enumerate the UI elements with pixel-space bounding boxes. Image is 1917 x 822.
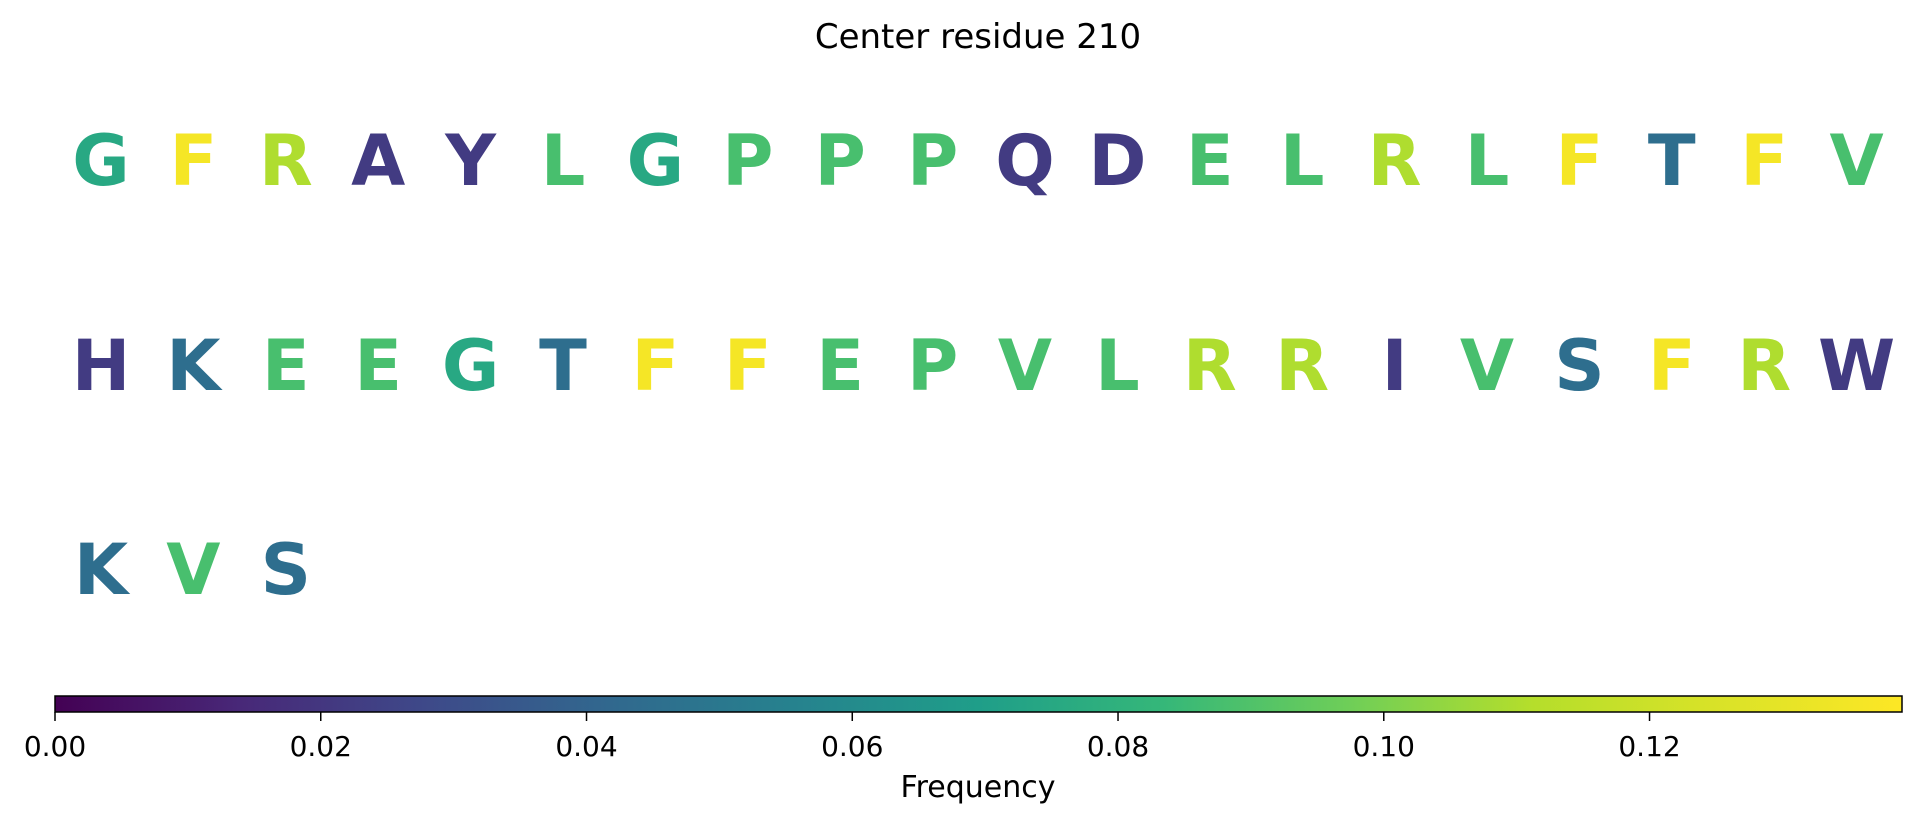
colorbar-tick-label: 0.00 [24, 730, 86, 763]
residue-letter: E [354, 325, 402, 407]
residue-letter: W [1818, 325, 1895, 407]
residue-letter: V [1830, 120, 1884, 202]
residue-letter: R [1183, 325, 1237, 407]
residue-letter: G [627, 120, 684, 202]
residue-letter: K [166, 325, 223, 407]
colorbar: 0.00 0.02 0.04 0.06 0.08 0.10 0.12 Frequency [24, 695, 1903, 805]
colorbar-tick-label: 0.10 [1353, 730, 1415, 763]
residue-letter: L [1095, 325, 1140, 407]
residue-letter: R [1737, 325, 1791, 407]
residue-letter: L [1280, 120, 1325, 202]
residue-letter: T [1648, 120, 1696, 202]
colorbar-tick-label: 0.08 [1087, 730, 1149, 763]
residue-letter: V [166, 529, 220, 611]
residue-grid: G F R A Y L G P P P Q D E L R L F T F VH K E E G T F F E P V L R R I V S F R W… [72, 120, 1896, 611]
residue-letter: G [442, 325, 499, 407]
residue-letter: P [722, 120, 773, 202]
residue-letter: V [1460, 325, 1514, 407]
residue-letter: F [1740, 120, 1788, 202]
residue-letter: E [816, 325, 864, 407]
colorbar-tick-label: 0.12 [1618, 730, 1680, 763]
colorbar-tick-label: 0.06 [821, 730, 883, 763]
colorbar-tick-label: 0.02 [290, 730, 352, 763]
residue-letter: P [907, 120, 958, 202]
residue-letter: R [1368, 120, 1422, 202]
residue-letter: Y [444, 120, 497, 202]
residue-letter: S [261, 529, 311, 611]
residue-letter: R [259, 120, 313, 202]
residue-letter: L [541, 120, 586, 202]
residue-letter: H [72, 325, 131, 407]
residue-letter: F [1648, 325, 1696, 407]
residue-letter: S [1554, 325, 1604, 407]
residue-letter: K [74, 529, 131, 611]
chart-title: Center residue 210 [815, 17, 1141, 57]
residue-letter: E [262, 325, 310, 407]
colorbar-tick-label: 0.04 [555, 730, 617, 763]
residue-letter: R [1275, 325, 1329, 407]
residue-letter: L [1465, 120, 1510, 202]
residue-letter: D [1088, 120, 1146, 202]
residue-letter: F [631, 325, 679, 407]
colorbar-ticks: 0.00 0.02 0.04 0.06 0.08 0.10 0.12 [24, 712, 1681, 763]
residue-letter: P [815, 120, 866, 202]
residue-letter: F [1555, 120, 1603, 202]
residue-letter: Q [995, 120, 1055, 202]
residue-letter: V [998, 325, 1052, 407]
residue-letter: E [1186, 120, 1234, 202]
colorbar-gradient [54, 695, 1903, 713]
residue-letter: A [351, 120, 405, 202]
residue-letter: T [539, 325, 587, 407]
residue-letter: P [907, 325, 958, 407]
residue-letter: G [72, 120, 129, 202]
residue-letter: F [724, 325, 772, 407]
residue-letter: I [1382, 325, 1408, 407]
colorbar-label: Frequency [901, 770, 1056, 805]
residue-letter: F [169, 120, 217, 202]
